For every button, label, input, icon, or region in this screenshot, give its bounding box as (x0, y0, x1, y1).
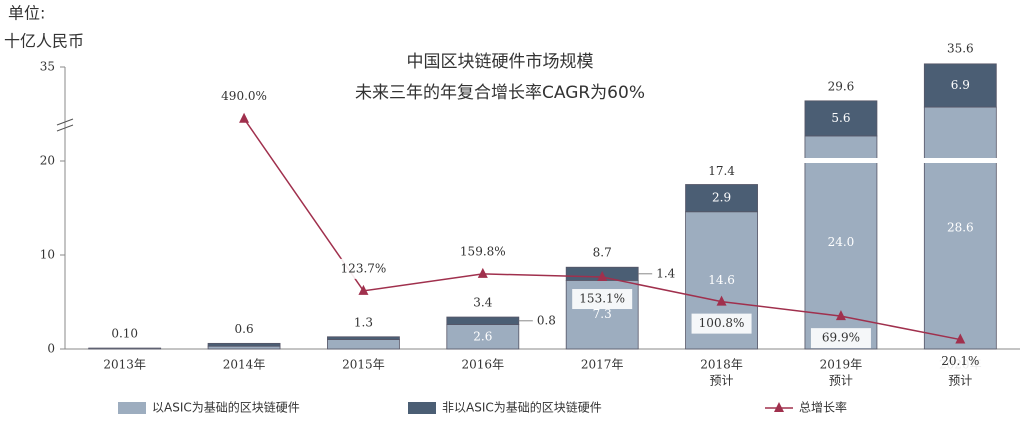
value-label: 2.9 (712, 191, 731, 205)
x-tick-label: 2014年 (223, 358, 266, 372)
axis-break (56, 118, 74, 132)
value-label: 490.0% (221, 89, 267, 103)
growth-marker (358, 284, 369, 295)
label-box (810, 328, 871, 349)
value-label: 20.1% (941, 354, 979, 368)
value-label: 69.9% (822, 331, 860, 345)
x-tick-label: 2013年 (103, 358, 146, 372)
y-unit: 十亿人民币 (4, 32, 84, 51)
x-tick-label: 2016年 (462, 358, 505, 372)
value-label: 100.8% (699, 316, 745, 330)
total-label: 3.4 (473, 296, 492, 310)
x-tick-label: 2015年 (342, 358, 385, 372)
bar-segment (446, 324, 520, 350)
growth-marker (835, 310, 846, 321)
total-label: 29.6 (828, 79, 855, 93)
growth-marker (597, 271, 608, 282)
bar-segment (207, 345, 281, 350)
y-tick-label: 35 (40, 60, 55, 74)
total-label: 35.6 (947, 42, 974, 56)
x-tick-label: 预计 (710, 374, 734, 388)
legend-swatch (408, 402, 436, 414)
label-box (452, 241, 513, 262)
bar-segment (923, 63, 997, 108)
legend-label: 总增长率 (799, 400, 847, 415)
bar-segment (923, 106, 997, 350)
bar-segment (327, 336, 400, 340)
label-box (930, 351, 991, 372)
x-tick-label: 2019年 (820, 358, 863, 372)
axis-break-gap (923, 158, 998, 163)
label-box (214, 86, 275, 107)
value-label: 24.0 (828, 235, 855, 249)
value-label: 153.1% (579, 292, 625, 306)
bar-segment (88, 347, 162, 350)
value-label: 28.6 (947, 221, 974, 235)
label-box (572, 289, 633, 310)
total-label: 0.10 (111, 327, 138, 341)
y-tick-label: 10 (40, 248, 55, 262)
legend-marker (774, 402, 784, 412)
label-box (333, 258, 394, 279)
bar-segment (327, 339, 400, 350)
x-tick-label: 预计 (948, 374, 972, 388)
y-tick-label: 0 (47, 342, 55, 356)
bar-segment (446, 316, 520, 325)
legend-label: 以ASIC为基础的区块链硬件 (152, 400, 300, 415)
x-tick-label: 2018年 (700, 358, 743, 372)
chart-subtitle: 未来三年的年复合增长率CAGR为60% (355, 83, 645, 103)
x-tick-label: 2017年 (581, 358, 624, 372)
x-tick-label: 预计 (829, 374, 853, 388)
value-label: 6.9 (951, 78, 970, 92)
axis-break-gap (803, 158, 878, 163)
value-label: 0.8 (537, 313, 556, 327)
value-label: 5.6 (831, 111, 850, 125)
value-label: 7.3 (593, 307, 612, 321)
legend-swatch (118, 402, 146, 414)
value-label: 123.7% (341, 261, 387, 275)
growth-marker (716, 295, 727, 306)
value-label: 14.6 (708, 273, 735, 287)
growth-marker (239, 112, 250, 123)
total-label: 1.3 (354, 315, 373, 329)
total-label: 8.7 (593, 246, 612, 260)
total-label: 0.6 (235, 322, 254, 336)
total-label: 17.4 (708, 164, 735, 178)
legend-label: 非以ASIC为基础的区块链硬件 (442, 400, 602, 415)
label-box (691, 313, 752, 334)
growth-marker (955, 333, 966, 344)
growth-marker (477, 267, 488, 278)
value-label: 159.8% (460, 244, 506, 258)
bar-segment (207, 342, 281, 347)
bar-segment (685, 184, 758, 213)
chart-title: 中国区块链硬件市场规模 (407, 52, 594, 72)
y-tick-label: 20 (40, 154, 55, 168)
value-label: 2.6 (473, 329, 492, 343)
bar-segment (804, 100, 878, 137)
y-unit: 单位: (8, 4, 45, 23)
value-label: 1.4 (656, 266, 675, 280)
